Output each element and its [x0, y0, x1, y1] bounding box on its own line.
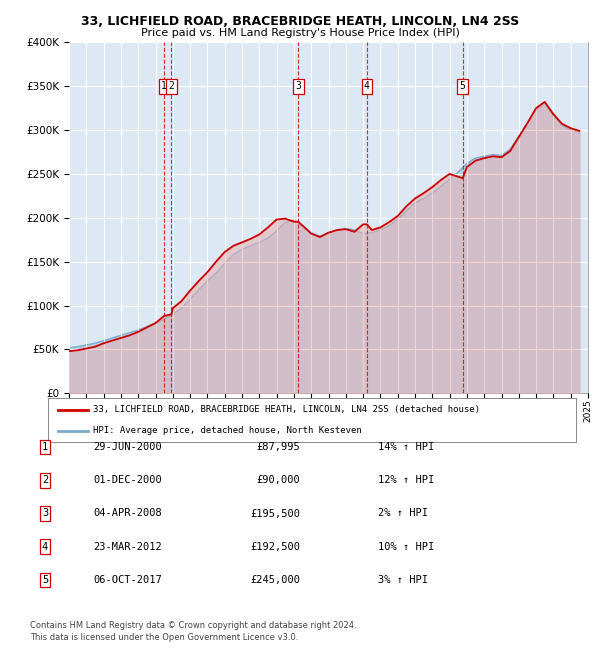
Text: 12% ↑ HPI: 12% ↑ HPI: [378, 475, 434, 486]
Text: HPI: Average price, detached house, North Kesteven: HPI: Average price, detached house, Nort…: [93, 426, 362, 436]
Text: £90,000: £90,000: [256, 475, 300, 486]
Text: 3: 3: [42, 508, 48, 519]
Text: 3% ↑ HPI: 3% ↑ HPI: [378, 575, 428, 585]
Text: 2: 2: [42, 475, 48, 486]
Text: £192,500: £192,500: [250, 541, 300, 552]
Text: £195,500: £195,500: [250, 508, 300, 519]
Text: 1: 1: [161, 81, 167, 91]
Text: 04-APR-2008: 04-APR-2008: [93, 508, 162, 519]
Text: 33, LICHFIELD ROAD, BRACEBRIDGE HEATH, LINCOLN, LN4 2SS: 33, LICHFIELD ROAD, BRACEBRIDGE HEATH, L…: [81, 15, 519, 28]
Text: Price paid vs. HM Land Registry's House Price Index (HPI): Price paid vs. HM Land Registry's House …: [140, 28, 460, 38]
Text: This data is licensed under the Open Government Licence v3.0.: This data is licensed under the Open Gov…: [30, 633, 298, 642]
Text: Contains HM Land Registry data © Crown copyright and database right 2024.: Contains HM Land Registry data © Crown c…: [30, 621, 356, 630]
Text: 4: 4: [364, 81, 370, 91]
Text: £87,995: £87,995: [256, 442, 300, 452]
Text: 10% ↑ HPI: 10% ↑ HPI: [378, 541, 434, 552]
Text: 2: 2: [169, 81, 175, 91]
Text: 4: 4: [42, 541, 48, 552]
Text: £245,000: £245,000: [250, 575, 300, 585]
Text: 5: 5: [42, 575, 48, 585]
Text: 2% ↑ HPI: 2% ↑ HPI: [378, 508, 428, 519]
Text: 06-OCT-2017: 06-OCT-2017: [93, 575, 162, 585]
Text: 29-JUN-2000: 29-JUN-2000: [93, 442, 162, 452]
Text: 01-DEC-2000: 01-DEC-2000: [93, 475, 162, 486]
Text: 3: 3: [295, 81, 301, 91]
Text: 23-MAR-2012: 23-MAR-2012: [93, 541, 162, 552]
Text: 14% ↑ HPI: 14% ↑ HPI: [378, 442, 434, 452]
Text: 5: 5: [460, 81, 466, 91]
Text: 33, LICHFIELD ROAD, BRACEBRIDGE HEATH, LINCOLN, LN4 2SS (detached house): 33, LICHFIELD ROAD, BRACEBRIDGE HEATH, L…: [93, 405, 480, 414]
Text: 1: 1: [42, 442, 48, 452]
